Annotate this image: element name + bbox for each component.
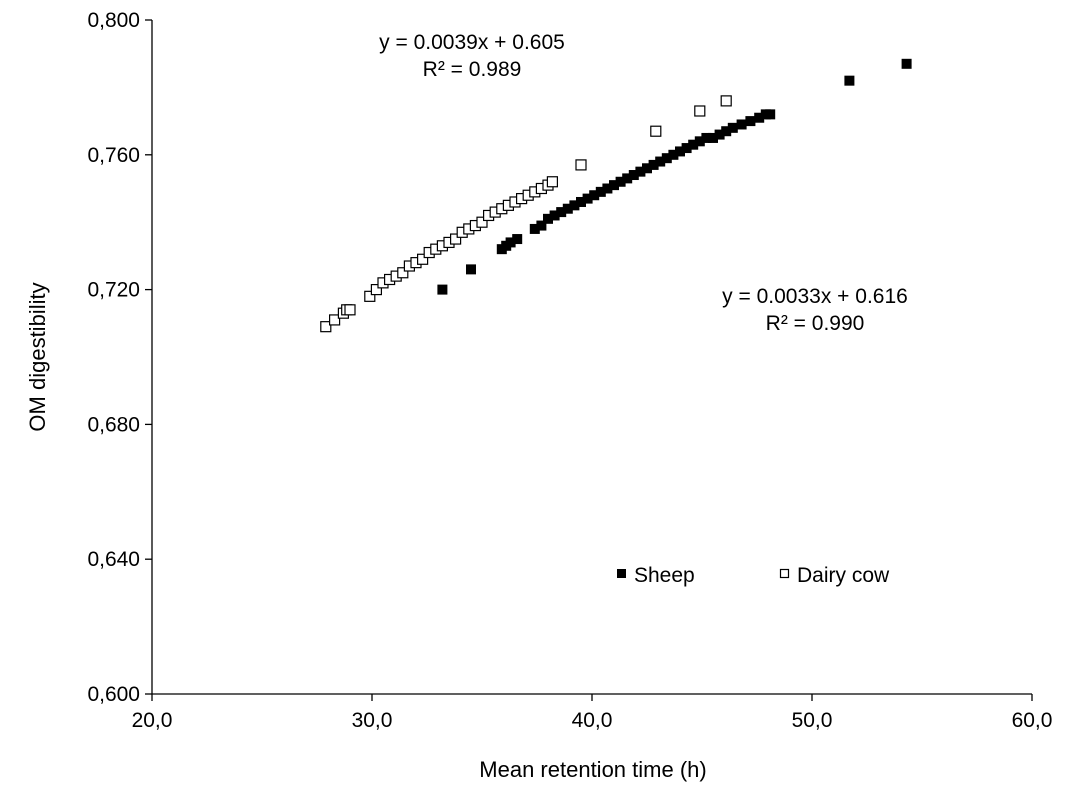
sheep-point [536,220,547,231]
legend: Sheep Dairy cow [617,564,890,587]
legend-marker-dairy-cow [779,568,790,579]
sheep-point [576,196,586,207]
sheep-point [595,186,606,197]
x-tick-label: 50,0 [792,709,833,732]
x-tick-label: 40,0 [572,709,613,732]
sheep-point [622,173,633,184]
sheep-point [694,136,705,147]
dairy-cow-point [650,125,662,137]
sheep-point [745,116,756,127]
sheep-point [609,180,619,191]
dairy-cow-point [694,105,706,117]
dairy-cow-point [546,176,559,188]
sheep-trendline-annotation: y = 0.0033x + 0.616 R² = 0.990 [722,285,908,335]
sheep-equation: y = 0.0033x + 0.616 [722,285,908,308]
sheep-point [721,126,732,137]
sheep-point [602,183,613,194]
sheep-point [582,193,593,204]
sheep-point [901,58,912,69]
sheep-point [505,237,516,248]
sheep-point [708,132,718,143]
x-axis-label: Mean retention time (h) [479,757,706,782]
sheep-point [648,159,659,170]
sheep-point [701,132,712,143]
sheep-point [543,213,553,224]
dairy-cow-point [329,314,341,326]
sheep-point [754,112,765,123]
cow-trendline-annotation: y = 0.0039x + 0.605 R² = 0.989 [379,31,565,81]
sheep-point [668,149,679,160]
sheep-point [529,223,540,234]
dairy-cow-series [320,95,732,333]
sheep-point [688,139,699,150]
dairy-cow-point [397,267,409,279]
sheep-point [556,207,567,218]
axes [151,20,1032,695]
sheep-point [714,129,725,140]
dairy-cow-point [720,95,732,107]
legend-item-sheep: Sheep [617,564,695,587]
cow-r-squared: R² = 0.989 [423,58,522,81]
y-tick-label: 0,720 [87,279,140,302]
sheep-point [512,234,523,245]
y-tick-label: 0,800 [87,9,140,32]
dairy-cow-point [364,290,376,302]
sheep-point [727,122,738,133]
dairy-cow-point [476,216,488,228]
sheep-point [615,176,626,187]
x-ticks: 20,0 30,0 40,0 50,0 60,0 [132,694,1053,732]
y-ticks: 0,600 0,640 0,680 0,720 0,760 0,800 [87,9,152,706]
dairy-cow-point [417,253,429,265]
legend-label-sheep: Sheep [634,564,695,587]
sheep-point [628,170,639,181]
y-tick-label: 0,760 [87,144,140,167]
legend-item-dairy-cow: Dairy cow [779,564,890,587]
sheep-point [655,156,666,167]
y-tick-label: 0,600 [87,683,140,706]
sheep-point [549,210,560,221]
sheep-point [437,284,448,295]
sheep-point [736,119,747,130]
x-tick-label: 30,0 [352,709,393,732]
sheep-point [675,146,685,157]
dairy-cow-point [344,304,356,316]
dairy-cow-point [575,159,587,171]
x-tick-label: 20,0 [132,709,173,732]
sheep-point [642,163,652,174]
dairy-cow-point [320,321,332,333]
sheep-point [466,264,476,275]
sheep-point [569,200,580,211]
dairy-cow-point [370,284,382,296]
cow-equation: y = 0.0039x + 0.605 [379,31,565,54]
sheep-point [844,75,855,86]
sheep-point [635,166,646,177]
legend-marker-sheep [617,569,626,578]
sheep-point [589,190,600,201]
x-tick-label: 60,0 [1012,709,1053,732]
sheep-point [681,143,692,154]
y-tick-label: 0,680 [87,413,140,436]
sheep-point [765,109,776,120]
y-tick-label: 0,640 [87,548,140,571]
sheep-point [661,153,672,164]
legend-label-dairy-cow: Dairy cow [797,564,890,587]
sheep-point [562,203,573,214]
sheep-series [437,58,912,295]
y-axis-label: OM digestibility [25,282,50,431]
sheep-r-squared: R² = 0.990 [766,312,865,335]
dairy-cow-point [450,233,462,245]
